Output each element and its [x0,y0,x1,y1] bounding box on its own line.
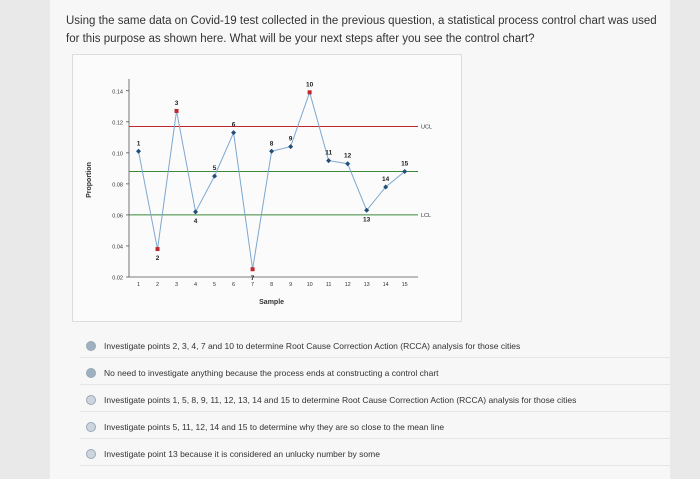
x-tick-label: 1 [137,282,140,288]
data-point-label: 4 [194,218,198,225]
data-point-label: 15 [401,160,409,167]
data-point-label: 3 [175,100,179,107]
ucl-label: UCL [421,124,432,130]
option-1-label: Investigate points 2, 3, 4, 7 and 10 to … [104,340,521,351]
x-tick-label: 11 [326,282,332,288]
data-point-label: 11 [325,150,332,157]
y-axis-label: Proportion [86,162,93,198]
data-point [193,209,199,215]
y-tick-label: 0.10 [112,151,123,157]
data-point-label: 2 [156,255,160,262]
question-text: Using the same data on Covid-19 test col… [66,15,657,45]
x-tick-label: 13 [364,282,370,288]
x-tick-label: 14 [383,282,389,288]
option-5-radio[interactable] [86,448,96,459]
x-tick-label: 6 [232,282,235,288]
x-tick-label: 7 [251,282,254,288]
y-tick-label: 0.12 [112,120,123,126]
option-3-label: Investigate points 1, 5, 8, 9, 11, 12, 1… [104,394,577,405]
data-point-out-of-control [250,267,255,272]
x-tick-label: 8 [270,282,273,288]
data-point-label: 1 [137,140,141,147]
data-point-label: 8 [270,140,274,147]
y-tick-label: 0.08 [112,182,123,188]
x-tick-label: 2 [156,282,159,288]
option-2-radio[interactable] [86,367,96,378]
y-tick-label: 0.06 [112,213,123,219]
data-point [364,207,370,213]
data-point [345,161,351,167]
x-tick-label: 10 [307,282,313,288]
option-3-radio[interactable] [86,394,96,405]
data-point-label: 5 [213,165,217,172]
data-point [136,148,142,154]
option-4-label: Investigate points 5, 11, 12, 14 and 15 … [104,421,445,432]
y-tick-label: 0.14 [112,89,123,95]
y-tick-label: 0.02 [112,276,123,282]
data-point-label: 9 [289,136,293,143]
data-point-label: 6 [232,122,236,129]
data-point-label: 10 [306,81,314,88]
data-point-out-of-control [307,90,312,95]
control-chart-svg: 0.020.040.060.080.100.120.141 2 3 4 5 6 7 8 9 10 1… [86,79,432,306]
data-point-label: 14 [382,176,390,183]
data-point-label: 12 [344,153,352,160]
data-point-label: 7 [251,275,255,282]
option-3[interactable]: Investigate points 1, 5, 8, 9, 11, 12, 1… [80,388,670,412]
data-point-label: 13 [363,216,371,223]
control-chart: 0.02 0.04 0.06 0.08 0.10 0.12 0.14 1 2 3 4 5 6 7 8 9 10 1… [72,54,462,322]
series-line [138,90,406,270]
option-2-label: No need to investigate anything because … [104,367,439,378]
x-tick-label: 5 [213,282,216,288]
x-tick-label: 9 [289,282,292,288]
x-tick-label: 12 [345,282,351,288]
option-4[interactable]: Investigate points 5, 11, 12, 14 and 15 … [80,415,670,439]
x-tick-label: 4 [194,282,197,288]
x-tick-label: 15 [402,282,408,288]
option-1[interactable]: Investigate points 2, 3, 4, 7 and 10 to … [80,334,670,358]
data-point [231,130,237,136]
option-4-radio[interactable] [86,421,96,432]
data-point [326,158,332,164]
x-tick-label: 3 [175,282,178,288]
data-point [402,168,408,174]
data-point [383,184,389,190]
lcl-label: LCL [421,213,431,219]
x-axis-label: Sample [259,299,284,306]
option-5-label: Investigate point 13 because it is consi… [104,448,380,459]
data-point [288,144,294,150]
answer-options: Investigate points 2, 3, 4, 7 and 10 to … [80,334,670,469]
data-point [269,148,275,154]
data-point-out-of-control [174,108,179,113]
data-point-out-of-control [155,247,160,252]
option-1-radio[interactable] [86,340,96,351]
option-5[interactable]: Investigate point 13 because it is consi… [80,442,670,466]
option-2[interactable]: No need to investigate anything because … [80,361,670,385]
data-point [212,173,218,179]
y-tick-label: 0.04 [112,244,123,250]
